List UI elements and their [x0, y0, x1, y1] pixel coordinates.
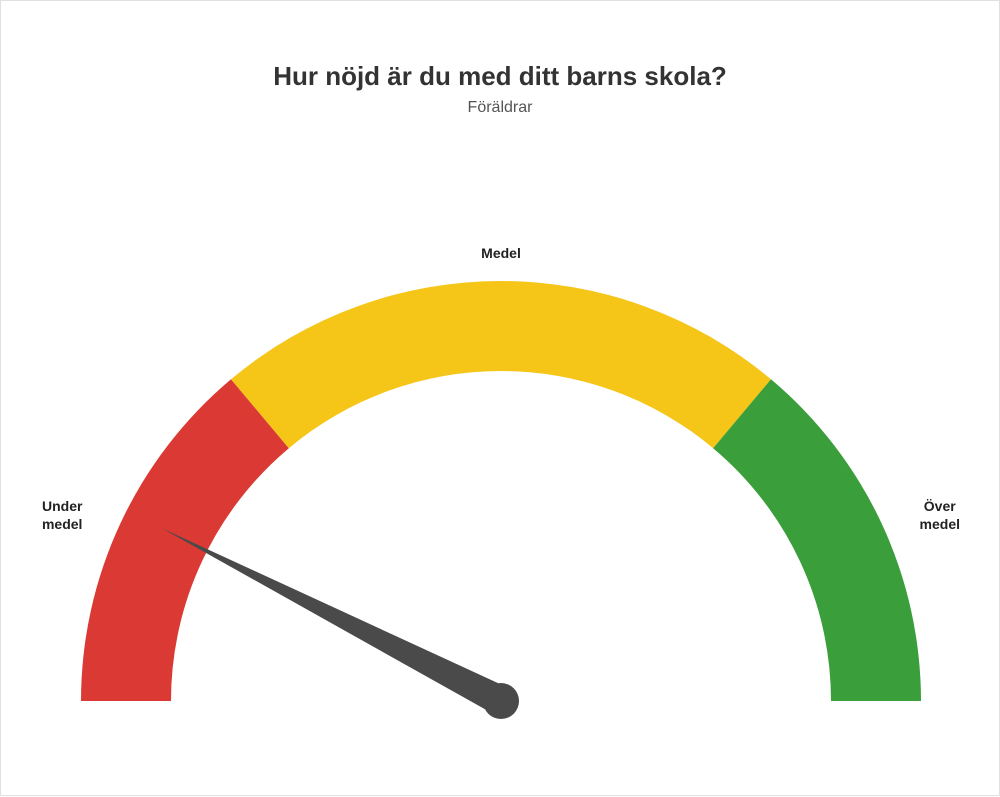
gauge-segment-1: [231, 281, 771, 448]
gauge-label-under-line1: Under: [42, 498, 82, 514]
gauge-label-over-line1: Över: [924, 498, 956, 514]
gauge-chart: [1, 1, 1000, 797]
gauge-label-over-line2: medel: [920, 516, 960, 532]
gauge-arcs: [81, 281, 921, 701]
gauge-label-over-medel: Över medel: [900, 498, 980, 533]
gauge-label-under-line2: medel: [42, 516, 82, 532]
gauge-needle-pointer: [162, 528, 507, 714]
chart-frame: Hur nöjd är du med ditt barns skola? För…: [0, 0, 1000, 796]
gauge-label-medel-text: Medel: [481, 245, 521, 261]
gauge-segment-2: [713, 379, 921, 701]
gauge-needle-hub: [483, 683, 519, 719]
gauge-label-medel: Medel: [441, 245, 561, 263]
gauge-needle: [162, 528, 519, 719]
gauge-label-under-medel: Under medel: [22, 498, 102, 533]
